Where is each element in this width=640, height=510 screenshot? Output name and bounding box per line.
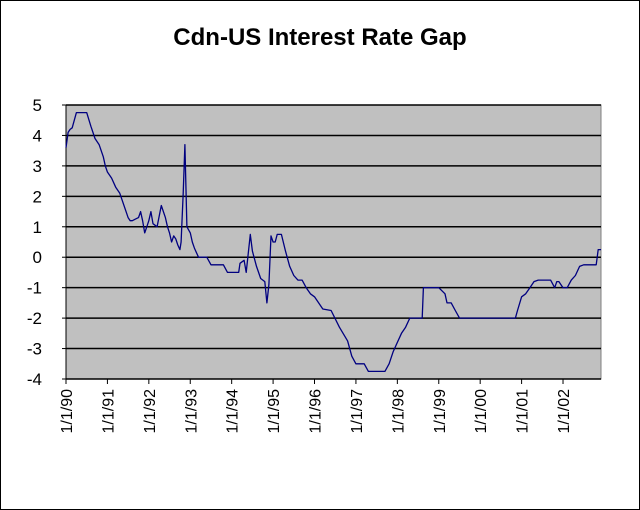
tick-labels: 5 4 3 2 1 0 -1 -2 -3 -4 1/1/90 1/1/91 1/1/92 1/1/93 1/… [27,96,573,433]
y-tick-label: 0 [33,248,42,267]
y-tick-label: 2 [33,187,42,206]
x-tick-label: 1/1/98 [390,389,407,434]
x-tick-label: 1/1/93 [183,389,200,434]
x-tick-label: 1/1/01 [515,389,532,434]
axes [62,104,601,384]
series-layer [65,111,601,373]
plot-area [65,104,602,380]
x-tick-label: 1/1/92 [142,389,159,434]
x-tick-label: 1/1/96 [308,389,325,434]
chart-title: Cdn-US Interest Rate Gap [173,24,467,51]
x-tick-label: 1/1/90 [59,389,76,434]
y-tick-label: -2 [27,309,42,328]
x-tick-label: 1/1/91 [100,389,117,434]
x-tick-label: 1/1/00 [473,389,490,434]
y-tick-label: -1 [27,279,42,298]
x-tick-label: 1/1/95 [266,389,283,434]
y-tick-label: 4 [33,126,42,145]
x-tick-label: 1/1/02 [556,389,573,434]
y-tick-label: 5 [33,96,42,115]
x-tick-label: 1/1/97 [349,389,366,434]
y-tick-label: 3 [33,157,42,176]
y-tick-label: -4 [27,370,42,389]
series-line-0 [65,111,601,373]
gridlines [66,104,601,350]
x-tick-label: 1/1/94 [225,389,242,434]
y-tick-label: -3 [27,340,42,359]
y-tick-label: 1 [33,218,42,237]
x-tick-label: 1/1/99 [432,389,449,434]
